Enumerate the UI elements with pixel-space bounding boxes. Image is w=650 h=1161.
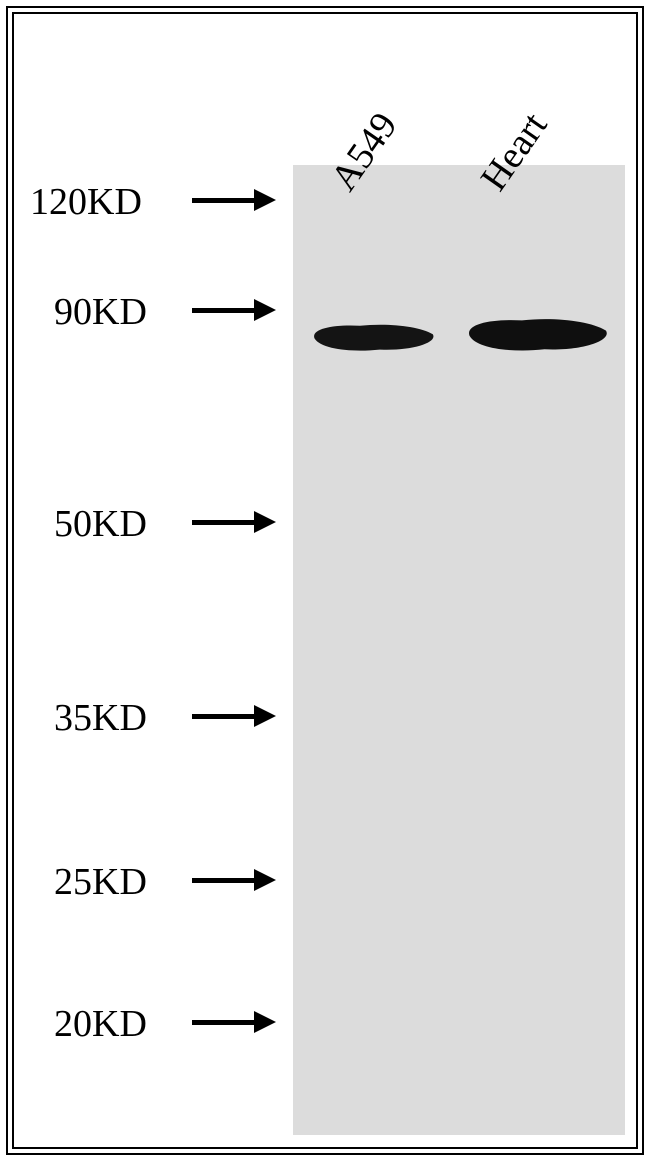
marker-arrow-icon [192, 511, 276, 533]
marker-label-25KD: 25KD [54, 860, 147, 904]
band-heart [462, 317, 612, 361]
marker-arrow-icon [192, 1011, 276, 1033]
marker-label-120KD: 120KD [30, 180, 142, 224]
marker-label-35KD: 35KD [54, 696, 147, 740]
marker-label-50KD: 50KD [54, 502, 147, 546]
marker-arrow-icon [192, 189, 276, 211]
marker-label-90KD: 90KD [54, 290, 147, 334]
band-a549 [308, 323, 438, 361]
marker-arrow-icon [192, 869, 276, 891]
marker-arrow-icon [192, 705, 276, 727]
marker-arrow-icon [192, 299, 276, 321]
blot-membrane [293, 165, 625, 1135]
marker-label-20KD: 20KD [54, 1002, 147, 1046]
